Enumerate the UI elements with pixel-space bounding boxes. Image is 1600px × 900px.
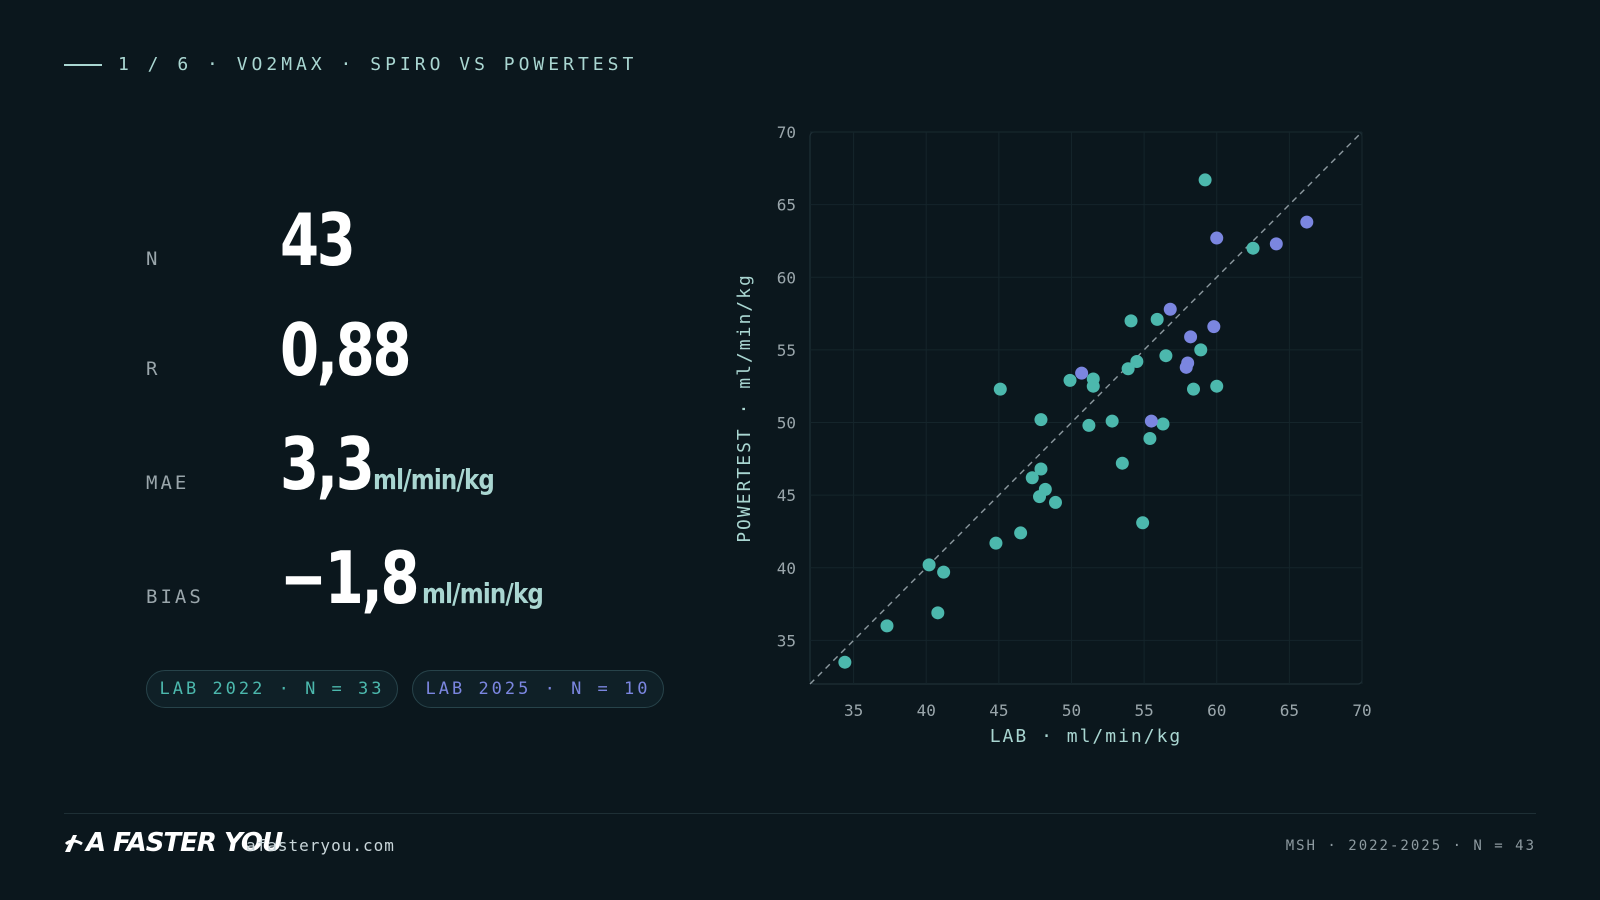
y-axis-label: POWERTEST · ml/min/kg <box>734 273 755 543</box>
legend-lab-2025: LAB 2025 · N = 10 <box>412 670 664 708</box>
legend-lab-2022-label: LAB 2022 · N = 33 <box>159 679 385 699</box>
x-tick-label: 50 <box>1062 701 1081 720</box>
stat-mae: MAE 3,3 ml/min/kg <box>146 410 666 500</box>
point-lab-2022 <box>937 565 951 579</box>
point-lab-2022 <box>1014 526 1028 540</box>
brand-name: A FASTER YOU <box>86 828 283 858</box>
brand-logo: A FASTER YOU <box>64 828 283 858</box>
stat-r-value: 0,88 <box>280 308 412 392</box>
point-lab-2025 <box>1075 366 1089 380</box>
y-tick-label: 70 <box>777 123 796 142</box>
point-lab-2025 <box>1163 302 1177 316</box>
y-tick-label: 50 <box>777 414 796 433</box>
point-lab-2022 <box>1063 373 1077 387</box>
stat-bias: BIAS −1,8 ml/min/kg <box>146 524 666 614</box>
point-lab-2022 <box>1124 314 1138 328</box>
x-tick-label: 40 <box>917 701 936 720</box>
x-tick-label: 45 <box>989 701 1008 720</box>
point-lab-2022 <box>1130 355 1144 369</box>
point-lab-2022 <box>1186 382 1200 396</box>
y-tick-label: 45 <box>777 486 796 505</box>
stat-r: R 0,88 <box>146 296 666 386</box>
point-lab-2025 <box>1184 330 1198 344</box>
y-tick-label: 35 <box>777 631 796 650</box>
point-lab-2022 <box>1048 495 1062 509</box>
point-lab-2022 <box>1082 418 1096 432</box>
point-lab-2022 <box>838 655 852 669</box>
point-lab-2022 <box>993 382 1007 396</box>
slide-eyebrow-text: 1 / 6 · VO2MAX · SPIRO VS POWERTEST <box>118 54 638 75</box>
stat-mae-value: 3,3 <box>280 422 375 506</box>
point-lab-2022 <box>1086 379 1100 393</box>
stat-bias-label: BIAS <box>146 586 204 608</box>
stat-n-label: N <box>146 248 161 270</box>
point-lab-2025 <box>1144 414 1158 428</box>
point-lab-2022 <box>989 536 1003 550</box>
eyebrow-rule <box>64 63 102 66</box>
point-lab-2022 <box>1115 456 1129 470</box>
point-lab-2022 <box>922 558 936 572</box>
point-lab-2022 <box>1159 349 1173 363</box>
point-lab-2022 <box>1038 482 1052 496</box>
stat-n: N 43 <box>146 186 666 276</box>
point-lab-2025 <box>1207 320 1221 334</box>
footer-meta: MSH · 2022-2025 · N = 43 <box>1285 838 1536 854</box>
point-lab-2022 <box>1143 432 1157 446</box>
x-axis-label: LAB · ml/min/kg <box>990 726 1183 747</box>
point-lab-2025 <box>1269 237 1283 251</box>
y-tick-label: 40 <box>777 559 796 578</box>
legend-lab-2025-label: LAB 2025 · N = 10 <box>425 679 651 699</box>
y-tick-label: 65 <box>777 196 796 215</box>
point-lab-2022 <box>1194 343 1208 357</box>
stat-n-value: 43 <box>280 198 356 282</box>
point-lab-2025 <box>1210 231 1224 245</box>
y-tick-label: 60 <box>777 268 796 287</box>
point-lab-2022 <box>1136 516 1150 530</box>
site-link[interactable]: afasteryou.com <box>246 836 395 855</box>
point-lab-2022 <box>1210 379 1224 393</box>
point-lab-2022 <box>1246 241 1260 255</box>
x-tick-label: 70 <box>1352 701 1371 720</box>
y-tick-label: 55 <box>777 341 796 360</box>
x-tick-label: 65 <box>1280 701 1299 720</box>
point-lab-2022 <box>1150 312 1164 326</box>
point-lab-2022 <box>1198 173 1212 187</box>
x-tick-label: 55 <box>1134 701 1153 720</box>
brand-mark-icon <box>64 835 83 852</box>
x-tick-label: 60 <box>1207 701 1226 720</box>
point-lab-2022 <box>1121 362 1135 376</box>
x-tick-label: 35 <box>844 701 863 720</box>
point-lab-2025 <box>1181 356 1195 370</box>
point-lab-2022 <box>1034 413 1048 427</box>
point-lab-2022 <box>1105 414 1119 428</box>
stat-bias-value: −1,8 <box>280 536 420 620</box>
stat-mae-unit: ml/min/kg <box>372 463 495 496</box>
stat-bias-unit: ml/min/kg <box>421 577 544 610</box>
footer-divider <box>64 813 1536 814</box>
point-lab-2022 <box>931 606 945 620</box>
stat-r-label: R <box>146 358 161 380</box>
point-lab-2022 <box>1034 462 1048 476</box>
point-lab-2025 <box>1300 215 1314 229</box>
scatter-chart: 35 40 45 50 55 60 65 70 35 40 45 50 55 60 65 70 LAB · ml… <box>734 123 1372 747</box>
point-lab-2022 <box>1025 471 1039 485</box>
stat-mae-label: MAE <box>146 472 190 494</box>
legend-lab-2022: LAB 2022 · N = 33 <box>146 670 398 708</box>
point-lab-2022 <box>880 619 894 633</box>
identity-line <box>809 131 1363 685</box>
point-lab-2022 <box>1156 417 1170 431</box>
slide-eyebrow: 1 / 6 · VO2MAX · SPIRO VS POWERTEST <box>64 54 637 75</box>
